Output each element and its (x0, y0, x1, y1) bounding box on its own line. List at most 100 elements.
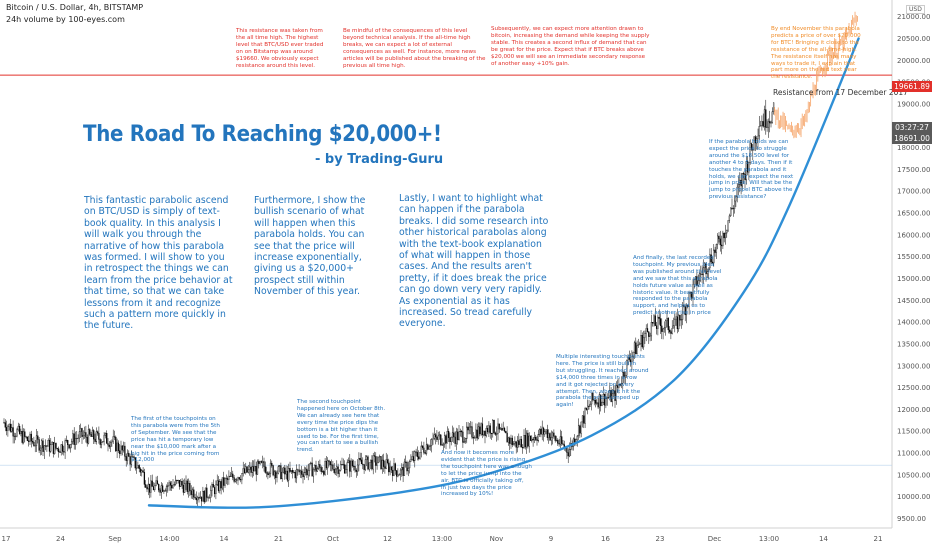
candle-body (645, 328, 647, 334)
candle-body (321, 471, 324, 473)
candle-body (359, 458, 361, 461)
candle-body (90, 434, 92, 437)
candle-body (620, 383, 623, 386)
candle-body (238, 477, 240, 480)
candle-body (453, 432, 455, 438)
candle-body (657, 316, 659, 329)
candle-body (641, 335, 643, 348)
candle-body (455, 431, 458, 444)
candle-body (291, 470, 294, 473)
candle-body (223, 477, 225, 486)
candle-body (694, 276, 697, 280)
candle-body (336, 466, 338, 470)
candle-body (273, 471, 276, 476)
candle-body (310, 462, 312, 464)
candle-body (332, 464, 334, 470)
candle-body (124, 445, 126, 457)
candle-body (18, 425, 21, 434)
candle-body (85, 432, 87, 438)
candle-body (741, 173, 744, 187)
candle-body (197, 497, 199, 501)
candle-body (152, 486, 155, 491)
candle-body (658, 316, 660, 319)
candle-body (623, 371, 625, 378)
candle-body (221, 477, 224, 489)
candle-body (444, 435, 446, 445)
candle-body (511, 437, 513, 446)
x-tick-label: 14 (220, 535, 229, 543)
candle-body (341, 464, 343, 466)
candle-body (457, 431, 459, 441)
candle-body (102, 441, 104, 443)
candle-body (407, 467, 409, 472)
candle-body (709, 254, 711, 269)
candle-body (295, 469, 298, 479)
y-tick-label: 13500.00 (897, 340, 930, 348)
candle-body (250, 466, 252, 473)
candle-body (449, 437, 451, 443)
candle-body (143, 472, 146, 485)
candle-body (739, 179, 741, 185)
candle-body (371, 459, 373, 470)
candle-body (506, 432, 508, 443)
candle-body (471, 426, 473, 438)
candle-body (523, 435, 525, 449)
candle-body (502, 427, 504, 431)
candle-body (525, 432, 528, 448)
candle-body (447, 431, 450, 438)
candle-body (549, 433, 551, 441)
candle-body (35, 435, 38, 446)
candle-body (125, 456, 127, 461)
candle-body (650, 322, 653, 337)
candle-body (646, 328, 649, 332)
candle-body (475, 429, 477, 438)
candle-body (514, 441, 516, 444)
candle-body (375, 456, 377, 466)
candle-body (527, 432, 529, 447)
candle-body (355, 469, 357, 472)
candle-body (146, 487, 148, 490)
candle-body (256, 461, 259, 475)
candle-body (715, 244, 718, 253)
candle-body (384, 466, 386, 469)
candle-body (737, 184, 740, 188)
candle-body (655, 325, 658, 329)
candle-body (368, 462, 370, 470)
candle-body (540, 429, 542, 435)
candle-body (47, 440, 49, 447)
candle-body (59, 451, 61, 453)
candle-body (207, 497, 209, 499)
candle-body (770, 122, 772, 124)
candle-body (330, 464, 333, 466)
candle-body (160, 485, 162, 493)
candle-body (501, 428, 503, 431)
candle-body (285, 470, 287, 475)
candle-body (24, 431, 26, 437)
candle-body (224, 478, 226, 486)
candle-body (436, 436, 438, 440)
candle-body (182, 484, 185, 493)
candle-body (450, 437, 452, 443)
candle-body (54, 442, 56, 454)
candle-body (275, 471, 277, 478)
candle-body (416, 452, 419, 457)
candle-body (106, 433, 108, 444)
candle-body (210, 490, 212, 498)
candle-body (67, 440, 69, 446)
candle-body (44, 445, 47, 447)
candle-body (187, 483, 190, 492)
candle-body (406, 462, 408, 472)
candle-body (109, 442, 112, 447)
candle-body (528, 435, 530, 447)
candle-body (304, 468, 307, 473)
candle-body (81, 428, 83, 437)
candle-body (640, 335, 642, 344)
candle-body (86, 437, 88, 444)
candle-body (704, 263, 706, 268)
candle-body (169, 482, 172, 486)
candle-body (340, 464, 342, 471)
candle-body (99, 439, 101, 445)
candle-body (459, 431, 461, 433)
candle-body (745, 161, 747, 181)
